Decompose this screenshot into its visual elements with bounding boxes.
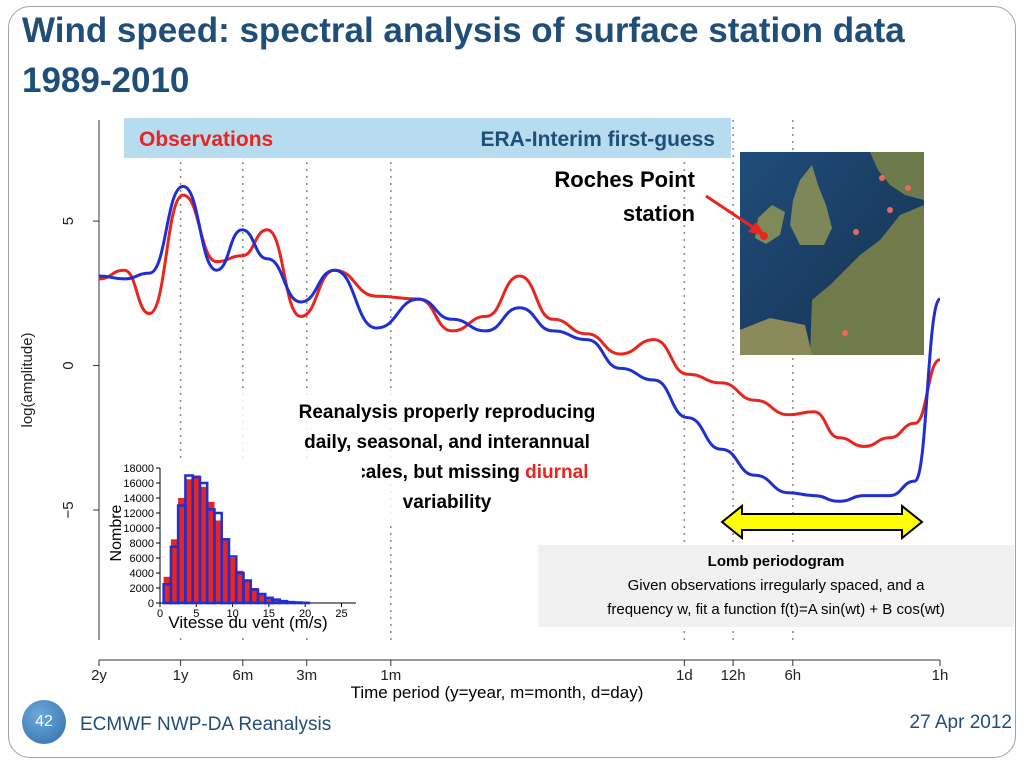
histogram-y-tick-label: 0 — [148, 598, 154, 610]
gridlines — [179, 120, 794, 640]
legend: Observations ERA-Interim first-guess — [124, 118, 731, 158]
lomb-line: frequency w, fit a function f(t)=A sin(w… — [607, 601, 945, 618]
x-tick-label: 1d — [676, 667, 693, 684]
histogram-bar-observations — [163, 576, 171, 604]
lomb-line: Given observations irregularly spaced, a… — [628, 577, 925, 594]
y-tick-label: 0 — [60, 361, 77, 369]
histogram-y-tick-label: 8000 — [130, 538, 154, 550]
station-label-line1: Roches Point — [554, 167, 695, 192]
legend-observations: Observations — [139, 128, 273, 151]
x-tick-label: 12h — [721, 667, 746, 684]
histogram-x-tick-label: 10 — [226, 608, 238, 620]
map-marker — [853, 229, 859, 235]
station-callout: Roches Point station — [554, 167, 766, 236]
histogram-x-tick-label: 0 — [157, 608, 163, 620]
footer-left: ECMWF NWP-DA Reanalysis — [80, 714, 332, 735]
station-arrow — [705, 194, 761, 234]
y-tick-label: −5 — [60, 501, 77, 518]
page-number-badge: 42 — [22, 700, 66, 744]
histogram-y-tick-label: 10000 — [123, 523, 154, 535]
histogram-y-tick-label: 16000 — [123, 478, 154, 490]
histogram-bar-observations — [250, 588, 258, 603]
map-inset — [740, 152, 924, 355]
histogram-x-tick-label: 5 — [193, 608, 199, 620]
annotation-highlight: diurnal — [525, 462, 588, 483]
x-tick-label: 1y — [173, 667, 189, 684]
station-label-line2: station — [623, 201, 695, 226]
histogram-y-label: Nombre — [108, 504, 125, 561]
histogram-inset: 0 2000 4000 6000 8000 10000 12000 14000 16000 180… — [104, 462, 362, 634]
x-tick-label: 2y — [91, 667, 107, 684]
histogram-y-tick-label: 4000 — [130, 568, 154, 580]
x-tick-label: 6h — [784, 667, 801, 684]
legend-era: ERA-Interim first-guess — [480, 128, 715, 151]
histogram-bar-observations — [199, 486, 208, 604]
lomb-box: Lomb periodogram Given observations irre… — [538, 545, 1014, 627]
y-tick-label: 5 — [60, 217, 77, 225]
series-layer — [98, 184, 942, 503]
lomb-title: Lomb periodogram — [708, 553, 845, 570]
histogram-layer: 0 2000 4000 6000 8000 10000 12000 14000 16000 180… — [123, 463, 347, 620]
histogram-y-tick-label: 2000 — [130, 583, 154, 595]
slide-frame — [8, 6, 1016, 758]
y-axis-label: log(amplitude) — [19, 332, 36, 427]
histogram-bar-observations — [221, 539, 229, 604]
map-marker — [842, 330, 848, 336]
histogram-y-tick-label: 6000 — [130, 553, 154, 565]
histogram-bar-observations — [192, 475, 200, 603]
histogram-y-tick-label: 18000 — [123, 463, 154, 475]
annotation-line: Reanalysis properly reproducing — [299, 402, 596, 423]
map-land-iberia — [740, 318, 812, 355]
histogram-x-label: Vitesse du vent (m/s) — [168, 613, 327, 632]
histogram-bar-observations — [185, 479, 193, 604]
histogram-x-tick-label: 25 — [335, 608, 347, 620]
map-marker — [905, 185, 911, 191]
histogram-bar-observations — [243, 580, 251, 603]
slide-title: Wind speed: spectral analysis of surface… — [22, 11, 905, 100]
histogram-bar-observations — [207, 501, 215, 604]
x-tick-label: 1h — [932, 667, 949, 684]
histogram-y-tick-label: 12000 — [123, 508, 154, 520]
histogram-y-tick-label: 14000 — [123, 493, 154, 505]
double-arrow — [720, 503, 924, 541]
station-arrowhead — [748, 222, 766, 236]
double-arrow-shape — [720, 503, 924, 541]
legend-background — [124, 118, 731, 158]
series-era-line — [98, 184, 942, 503]
histogram-bar-observations — [272, 599, 280, 604]
histogram-bar-observations — [170, 539, 179, 604]
y-ticks: 5 0 −5 — [60, 217, 99, 519]
histogram-x-tick-label: 20 — [299, 608, 311, 620]
histogram-bar-observations — [214, 520, 222, 603]
histogram-bar-observations — [258, 593, 266, 604]
x-ticks: 2y 1y 6m 3m 1m 1d 12h 6h 1h — [91, 660, 948, 684]
histogram-bar-observations — [229, 558, 237, 603]
histogram-bar-observations — [178, 498, 186, 603]
map-land-britain — [790, 165, 832, 245]
x-tick-label: 6m — [232, 667, 253, 684]
annotation-last-line: variability — [403, 492, 492, 513]
x-axis-label: Time period (y=year, m=month, d=day) — [351, 683, 644, 702]
main-chart: 50−5 2y 1y 6m 3m 1m 1d 12h 6h 1h log(amplitude) … — [19, 120, 948, 702]
x-tick-label: 3m — [296, 667, 317, 684]
x-tick-label: 1m — [380, 667, 401, 684]
annotation-line: daily, seasonal, and interannual — [304, 432, 590, 453]
histogram-bar-observations — [236, 570, 244, 604]
map-marker — [887, 207, 893, 213]
histogram-x-tick-label: 15 — [263, 608, 275, 620]
histogram-bar-observations — [265, 597, 273, 603]
series-observations-line — [98, 193, 941, 448]
lomb-background — [538, 545, 1014, 627]
footer-date: 27 Apr 2012 — [909, 712, 1012, 733]
map-land-continent — [810, 205, 924, 355]
map-marker — [879, 175, 885, 181]
